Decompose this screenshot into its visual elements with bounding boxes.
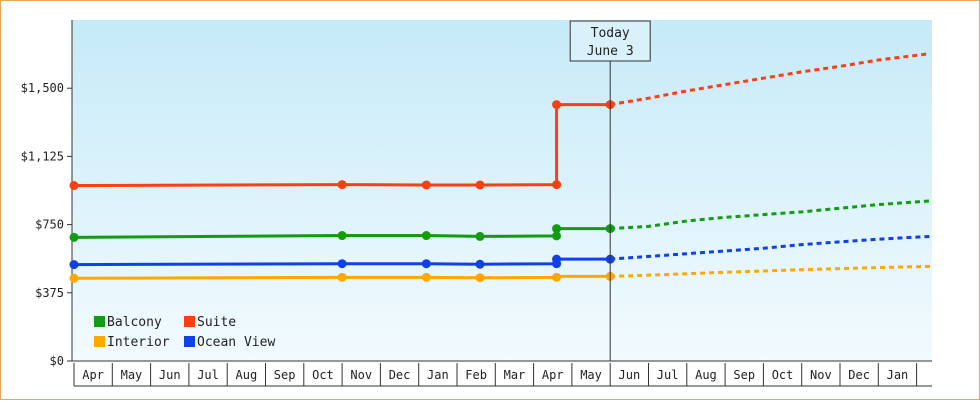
suite-forecast-line [609, 52, 931, 107]
month-label: May [580, 368, 602, 382]
interior-point [69, 273, 79, 283]
balcony-legend-swatch [94, 316, 105, 327]
month-label: Jun [159, 368, 181, 382]
month-label: Feb [465, 368, 487, 382]
interior-point [421, 272, 431, 282]
today-label: Today [591, 26, 630, 41]
y-tick-label: $1,125 [21, 149, 64, 163]
suite-legend-swatch [184, 316, 195, 327]
ocean-view-legend-swatch [184, 336, 195, 347]
legend: Balcony Suite Interior Ocean View [94, 315, 275, 350]
y-tick-label: $1,500 [21, 81, 64, 95]
series-lines [69, 52, 931, 283]
month-label: Nov [810, 368, 832, 382]
interior-forecast-line [610, 264, 931, 278]
ocean-view-point [552, 254, 562, 264]
suite-point [552, 180, 562, 190]
suite-point [337, 180, 347, 190]
axes: $0 $375 $750 $1,125 $1,500 Apr May Jun Jul Aug Sep… [21, 20, 932, 387]
suite-point [475, 180, 485, 190]
month-label: Dec [848, 368, 870, 382]
month-label: Apr [82, 368, 104, 382]
y-tick-label: $0 [50, 354, 64, 368]
today-marker: Today June 3 [569, 20, 651, 361]
month-label: Dec [389, 368, 411, 382]
suite-legend-label: Suite [197, 315, 236, 330]
balcony-point [552, 224, 562, 234]
balcony-point [69, 232, 79, 242]
balcony-point [421, 231, 431, 241]
month-label: Jul [657, 368, 679, 382]
ocean-view-point [421, 259, 431, 269]
month-label: Sep [733, 368, 755, 382]
ocean-view-forecast-line [610, 234, 931, 261]
y-tick-label: $375 [35, 286, 64, 300]
ocean-view-point [337, 259, 347, 269]
suite-point [552, 100, 562, 110]
month-label: Jun [619, 368, 641, 382]
interior-point [475, 273, 485, 283]
interior-legend-label: Interior [107, 335, 170, 350]
balcony-forecast-line [610, 199, 931, 231]
interior-point [552, 272, 562, 282]
interior-legend-swatch [94, 336, 105, 347]
balcony-point [552, 231, 562, 241]
month-label: Jul [197, 368, 219, 382]
today-box [569, 20, 651, 62]
interior-point [337, 272, 347, 282]
month-label: Jan [427, 368, 449, 382]
suite-point [69, 180, 79, 190]
month-label: May [121, 368, 143, 382]
month-label: Aug [236, 368, 258, 382]
month-label: Apr [542, 368, 564, 382]
month-label: Oct [312, 368, 334, 382]
ocean-view-point [475, 259, 485, 269]
balcony-legend-label: Balcony [107, 315, 162, 330]
ocean-view-point [69, 260, 79, 270]
plot-area [72, 20, 932, 361]
suite-point [421, 180, 431, 190]
balcony-point [475, 231, 485, 241]
y-tick-label: $750 [35, 218, 64, 232]
ocean-view-legend-label: Ocean View [197, 335, 275, 350]
month-label: Jan [887, 368, 909, 382]
balcony-point [337, 231, 347, 241]
month-label: Oct [772, 368, 794, 382]
month-label: Nov [350, 368, 372, 382]
month-label: Aug [695, 368, 717, 382]
month-label: Mar [504, 368, 526, 382]
today-date-label: June 3 [587, 44, 634, 59]
month-label: Sep [274, 368, 296, 382]
